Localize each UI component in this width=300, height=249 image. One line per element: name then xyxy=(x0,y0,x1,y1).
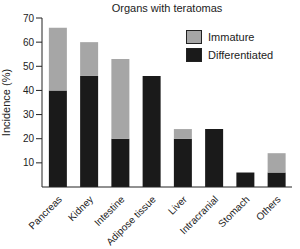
svg-text:10: 10 xyxy=(23,157,35,168)
svg-text:Incidence (%): Incidence (%) xyxy=(8,69,12,136)
svg-text:50: 50 xyxy=(23,61,35,72)
svg-text:Kidney: Kidney xyxy=(66,194,95,223)
svg-text:Others: Others xyxy=(254,194,283,223)
svg-text:40: 40 xyxy=(23,85,35,96)
svg-text:30: 30 xyxy=(23,109,35,120)
svg-text:Liver: Liver xyxy=(166,193,190,217)
svg-text:20: 20 xyxy=(23,133,35,144)
svg-text:Stomach: Stomach xyxy=(216,194,252,230)
svg-text:70: 70 xyxy=(23,13,35,24)
html-text:Immature: Immature xyxy=(208,31,255,43)
svg-text:Pancreas: Pancreas xyxy=(26,194,64,232)
html-text:Differentiated: Differentiated xyxy=(208,49,274,61)
svg-text:Intracranial: Intracranial xyxy=(178,194,221,237)
svg-text:Intestine: Intestine xyxy=(92,193,127,229)
html-text:Organs with teratomas: Organs with teratomas xyxy=(111,2,223,14)
svg-text:60: 60 xyxy=(23,37,35,48)
svg-text:Adipose tissue: Adipose tissue xyxy=(104,193,158,247)
